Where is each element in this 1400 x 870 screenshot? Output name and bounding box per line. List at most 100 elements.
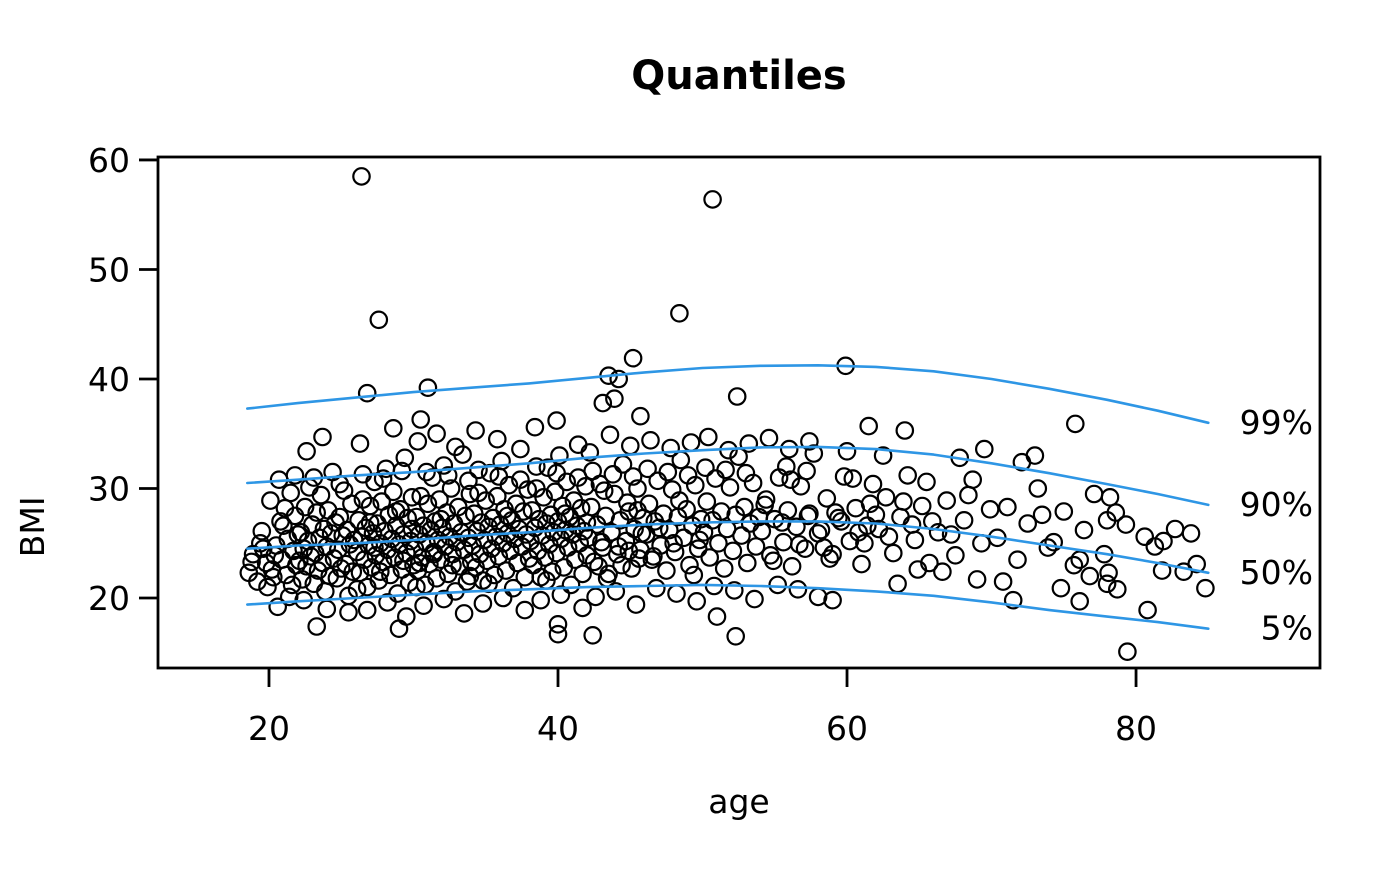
scatter-point — [605, 389, 624, 408]
scatter-point — [580, 443, 600, 462]
x-tick-label: 60 — [826, 709, 868, 748]
scatter-point — [963, 470, 982, 489]
scatter-point — [735, 497, 754, 517]
scatter-point — [383, 418, 403, 438]
scatter-point — [424, 544, 443, 564]
scatter-point — [1070, 550, 1089, 569]
scatter-point — [378, 593, 397, 612]
scatter-point — [928, 522, 948, 542]
scatter-point — [732, 526, 751, 545]
scatter-point — [577, 513, 597, 532]
scatter-point — [607, 544, 627, 564]
scatter-point — [315, 582, 335, 601]
scatter-point — [670, 491, 689, 510]
scatter-point — [678, 466, 698, 485]
scatter-point — [1187, 554, 1206, 574]
scatter-point — [434, 456, 454, 475]
scatter-point — [487, 429, 507, 449]
quantile-label-5pct: 5% — [1261, 609, 1313, 648]
scatter-point — [739, 434, 759, 453]
scatter-point — [1003, 590, 1023, 610]
scatter-point — [327, 568, 347, 588]
scatter-point — [620, 436, 640, 456]
y-tick-label: 20 — [88, 579, 130, 618]
x-tick-label: 40 — [537, 709, 579, 748]
scatter-point — [703, 190, 722, 209]
scatter-point — [285, 466, 305, 485]
scatter-point — [526, 457, 546, 476]
scatter-point — [891, 507, 910, 527]
scatter-point — [659, 520, 679, 540]
scatter-point — [282, 575, 302, 595]
scatter-point — [1032, 505, 1052, 525]
scatter-point — [418, 378, 438, 397]
scatter-point — [698, 427, 718, 447]
scatter-point — [493, 588, 513, 608]
scatter-point — [300, 478, 319, 497]
scatter-point — [350, 434, 370, 453]
scatter-point — [768, 575, 787, 595]
scatter-point — [680, 555, 699, 575]
scatter-point — [600, 425, 620, 445]
scatter-point — [271, 512, 290, 531]
scatter-point — [498, 506, 517, 526]
scatter-point — [469, 460, 488, 480]
scatter-point — [311, 485, 331, 505]
scatter-point — [959, 485, 978, 505]
scatter-point — [446, 437, 465, 457]
scatter-point — [859, 416, 878, 436]
scatter-point — [568, 435, 588, 454]
x-tick-label: 20 — [248, 709, 290, 748]
scatter-point — [759, 428, 779, 448]
scatter-point — [592, 532, 611, 552]
scatter-point — [1196, 578, 1215, 598]
scatter-point — [365, 538, 384, 557]
scatter-point — [370, 562, 390, 581]
scatter-point — [905, 530, 925, 550]
quantile-curve-50pct — [246, 520, 1210, 575]
scatter-point — [438, 466, 458, 485]
y-tick-label: 50 — [88, 250, 130, 289]
scatter-point — [386, 502, 406, 521]
scatter-point — [279, 587, 299, 607]
scatter-point — [565, 550, 585, 569]
scatter-point — [745, 589, 764, 609]
scatter-point — [946, 545, 965, 565]
scatter-point — [535, 548, 555, 567]
scatter-point — [658, 462, 678, 482]
scatter-point — [700, 548, 719, 567]
scatter-point — [369, 571, 389, 590]
scatter-point — [837, 441, 857, 461]
scatter-point — [427, 424, 446, 443]
scatter-point — [628, 479, 647, 498]
scatter-point — [427, 568, 446, 588]
scatter-point — [369, 310, 389, 330]
scatter-point — [357, 383, 377, 403]
scatter-point — [547, 411, 566, 430]
scatter-point — [1008, 550, 1027, 569]
quantile-label-90pct: 90% — [1240, 485, 1313, 524]
scatter-point — [395, 448, 415, 468]
scatter-point — [941, 525, 961, 544]
scatter-point — [834, 467, 854, 486]
scatter-point — [723, 541, 743, 561]
scatter-point — [707, 607, 727, 626]
scatter-point — [665, 542, 685, 562]
scatter-point — [609, 537, 628, 556]
scatter-point — [515, 567, 535, 587]
scatter-point — [954, 510, 974, 530]
scatter-point — [1099, 563, 1118, 583]
x-tick-label: 80 — [1115, 709, 1157, 748]
scatter-point — [317, 599, 337, 619]
scatter-point — [820, 549, 839, 568]
scatter-point — [720, 478, 740, 497]
scatter-point — [646, 578, 666, 598]
scatter-point — [817, 489, 837, 508]
scatter-point — [781, 470, 800, 489]
scatter-point — [460, 484, 480, 504]
scatter-point — [855, 533, 874, 553]
scatter-point — [1118, 642, 1137, 661]
scatter-point — [525, 417, 545, 437]
scatter-point — [694, 522, 714, 542]
scatter-point — [623, 348, 643, 368]
